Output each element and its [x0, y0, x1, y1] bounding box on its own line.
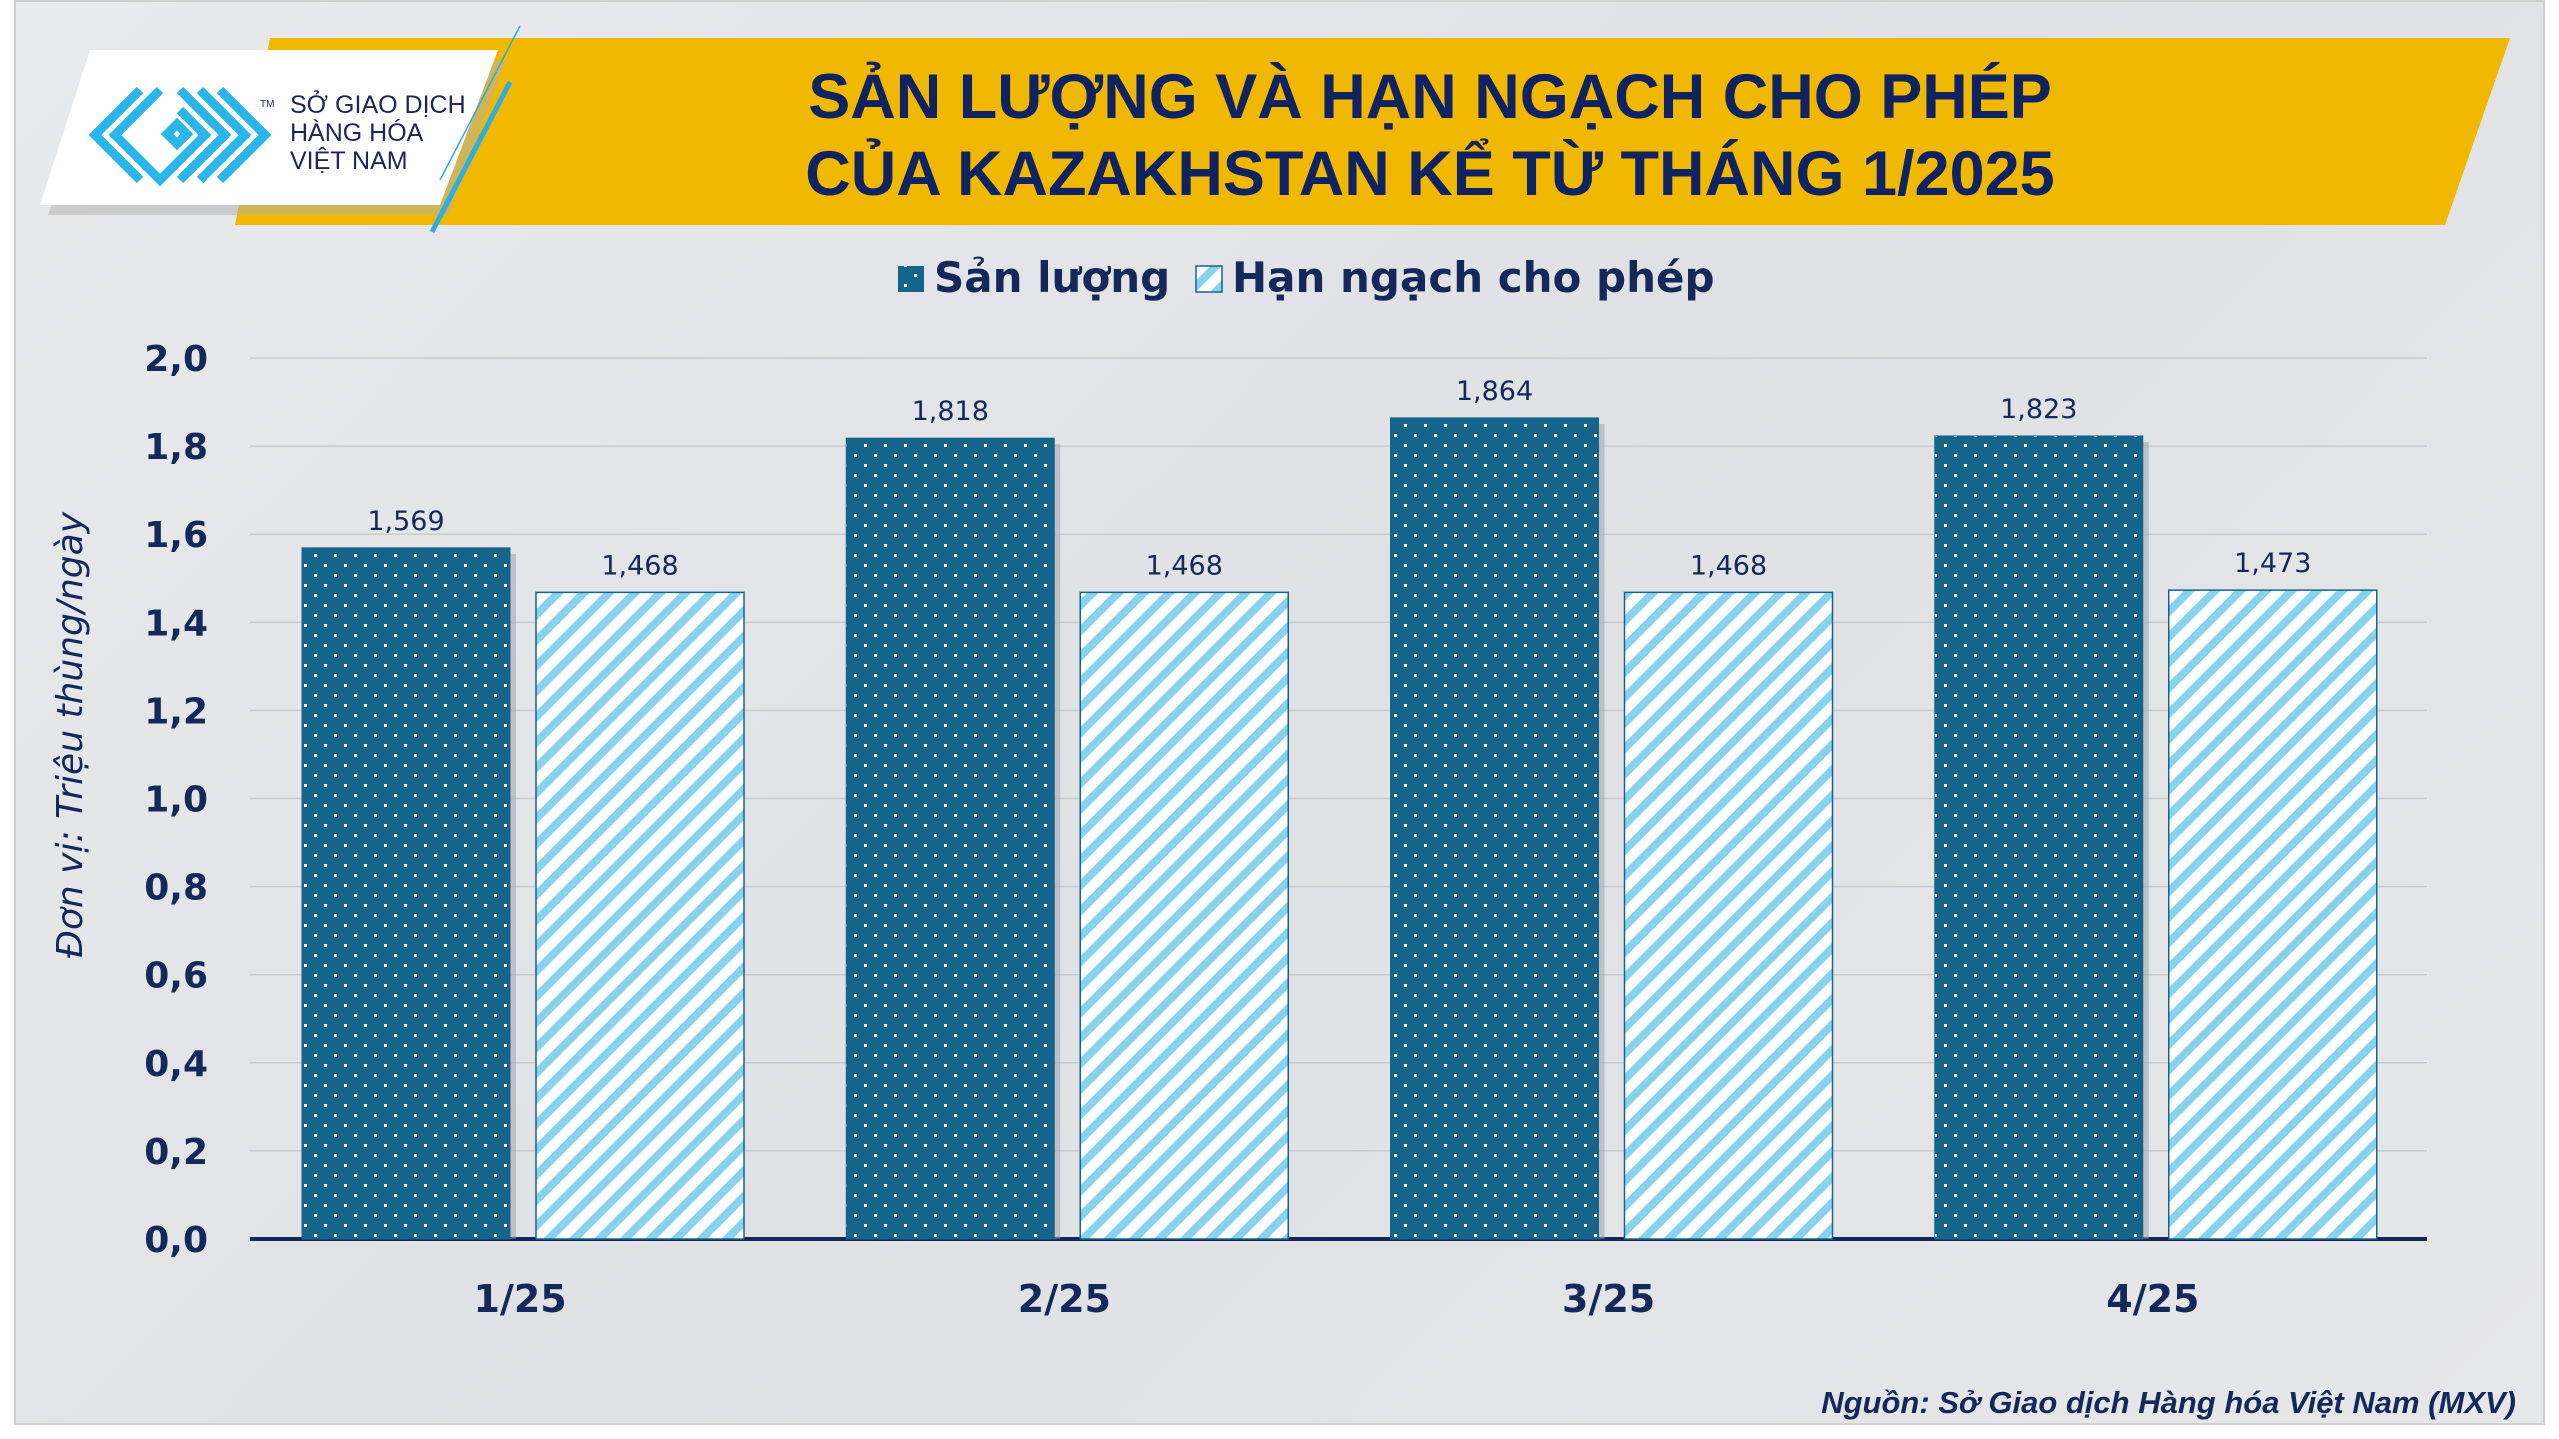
y-tick-label: 1,6 — [144, 515, 208, 556]
chart-title-line1: SẢN LƯỢNG VÀ HẠN NGẠCH CHO PHÉP — [808, 61, 2052, 132]
y-tick-label: 1,8 — [144, 427, 208, 468]
legend-label-quota: Hạn ngạch cho phép — [1232, 253, 1715, 302]
data-label: 1,468 — [601, 550, 678, 581]
data-label: 1,864 — [1456, 376, 1533, 407]
legend-swatch-quota — [1195, 265, 1223, 293]
accent-line — [429, 80, 513, 234]
data-label: 1,569 — [367, 506, 444, 537]
bar-quota — [1079, 591, 1289, 1240]
bar-production — [1390, 417, 1599, 1240]
x-tick-label: 3/25 — [1562, 1277, 1655, 1321]
y-tick-label: 1,2 — [144, 691, 208, 732]
bar-production — [301, 547, 511, 1240]
y-tick-label: 0,6 — [144, 956, 208, 997]
data-label: 1,823 — [2000, 394, 2077, 425]
x-tick-label: 2/25 — [1018, 1277, 1111, 1321]
chart-title-line2: CỦA KAZAKHSTAN KỂ TỪ THÁNG 1/2025 — [805, 138, 2054, 209]
legend-swatch-production — [898, 266, 924, 292]
x-tick-label: 1/25 — [474, 1277, 567, 1321]
data-label: 1,818 — [912, 396, 989, 427]
title-banner — [235, 38, 2510, 225]
logo-card — [40, 50, 498, 205]
y-axis-label: Đơn vị: Triệu thùng/ngày — [50, 511, 91, 958]
legend: Sản lượng Hạn ngạch cho phép — [898, 253, 1715, 302]
y-tick-label: 1,0 — [144, 780, 208, 821]
logo-line3: VIỆT NAM — [290, 146, 408, 175]
y-tick-label: 0,8 — [144, 868, 208, 909]
bar-production — [845, 437, 1055, 1240]
legend-label-production: Sản lượng — [934, 253, 1170, 302]
y-tick-label: 1,4 — [144, 603, 208, 644]
y-tick-label: 0,4 — [144, 1044, 208, 1085]
bar-production — [1934, 435, 2144, 1240]
bar-quota — [535, 591, 745, 1240]
bar-quota — [1623, 591, 1834, 1240]
logo-line1: SỞ GIAO DỊCH — [290, 89, 466, 119]
y-tick-label: 0,0 — [144, 1220, 208, 1261]
bar-quota — [2168, 589, 2378, 1240]
source-note: Nguồn: Sở Giao dịch Hàng hóa Việt Nam (M… — [1821, 1385, 2516, 1420]
logo-tm: TM — [260, 99, 274, 110]
logo-line2: HÀNG HÓA — [290, 118, 424, 147]
x-tick-label: 4/25 — [2106, 1277, 2199, 1321]
data-label: 1,468 — [1690, 550, 1767, 581]
y-tick-label: 0,2 — [144, 1132, 208, 1173]
data-label: 1,473 — [2234, 548, 2311, 579]
data-label: 1,468 — [1146, 550, 1223, 581]
y-tick-label: 2,0 — [144, 339, 208, 380]
logo-icon — [88, 86, 272, 187]
accent-line-thin — [439, 25, 521, 181]
